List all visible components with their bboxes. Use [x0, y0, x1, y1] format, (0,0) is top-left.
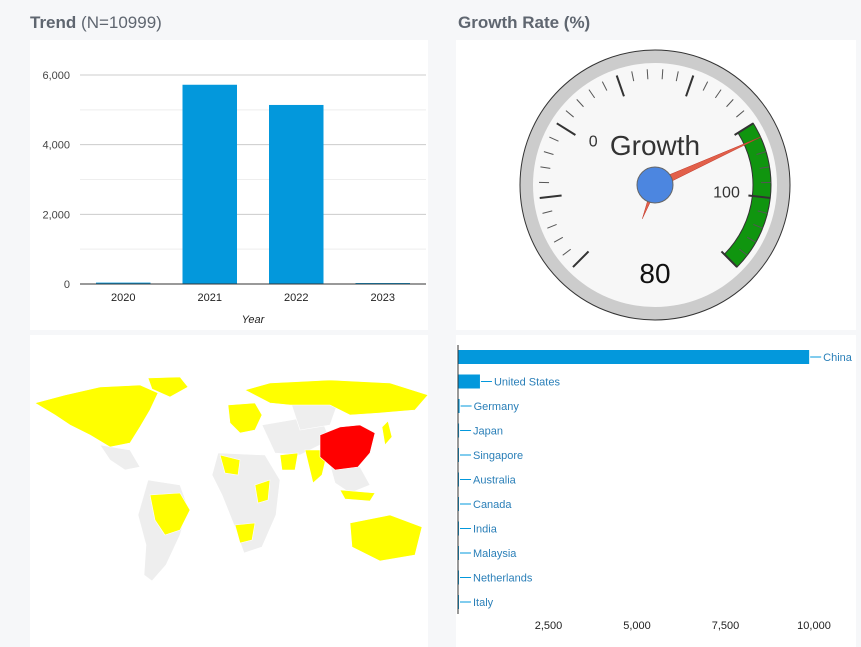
map-arabia [279, 452, 299, 471]
country-label: Malaysia [473, 548, 517, 560]
trend-xtick-label: 2020 [111, 292, 135, 304]
trend-bar[interactable] [182, 84, 237, 285]
gauge-minor-tick [756, 151, 767, 155]
gauge-minor-tick [714, 89, 722, 99]
gauge-minor-tick [753, 223, 763, 229]
country-label: United States [494, 377, 561, 389]
world-map[interactable] [30, 375, 430, 590]
gauge-minor-tick [565, 110, 574, 118]
country-label: Singapore [473, 450, 523, 462]
trend-title-text: Trend [30, 13, 77, 32]
trend-bar-chart: 0 2,000 4,000 6,000 2020 2021 2022 2023 Year [42, 70, 426, 326]
gauge-minor-tick [646, 69, 649, 80]
map-greenland [147, 376, 189, 398]
gauge-minor-tick [588, 89, 596, 99]
gauge-major-tick [615, 75, 625, 97]
map-australia [349, 514, 423, 562]
map-north-america [34, 384, 159, 448]
gauge-minor-tick [562, 248, 571, 256]
trend-xtick-label: 2021 [198, 292, 222, 304]
trend-bar[interactable] [269, 104, 324, 284]
gauge-major-tick [556, 122, 576, 136]
gauge-minor-tick [549, 136, 559, 142]
country-label: Germany [474, 401, 520, 413]
map-europe [227, 402, 263, 434]
trend-ytick-label: 0 [64, 279, 70, 291]
country-xtick-label: 7,500 [712, 620, 740, 632]
country-card [456, 335, 856, 647]
country-bar[interactable] [458, 399, 460, 413]
country-xtick-label: 10,000 [797, 620, 831, 632]
country-label: Japan [473, 426, 503, 438]
country-label: China [823, 352, 853, 364]
gauge-minor-tick [726, 99, 734, 108]
gauge-minor-tick [757, 210, 768, 214]
country-bar[interactable] [458, 374, 480, 389]
trend-title: Trend (N=10999) [30, 13, 162, 33]
gauge-max-label: 100 [713, 185, 740, 202]
gauge-minor-tick [739, 248, 748, 256]
country-bar[interactable] [458, 423, 460, 438]
gauge-minor-tick [601, 81, 608, 91]
gauge-hub [636, 166, 674, 204]
trend-xtick-label: 2022 [284, 292, 308, 304]
growth-title: Growth Rate (%) [458, 13, 591, 32]
map-east-africa [254, 479, 271, 504]
country-label: Italy [473, 597, 494, 609]
map-japan [381, 420, 393, 446]
trend-ytick-label: 2,000 [42, 209, 70, 221]
map-mexico-rest [99, 444, 141, 471]
country-xtick-label: 5,000 [623, 620, 651, 632]
gauge-minor-tick [540, 166, 551, 169]
gauge-major-tick [748, 194, 771, 199]
gauge-major-tick [720, 250, 738, 268]
map-africa-rest [211, 452, 281, 554]
country-bar[interactable] [458, 350, 810, 364]
gauge-major-tick [685, 75, 695, 97]
map-malaysia-indonesia [339, 489, 376, 502]
gauge-major-tick [539, 194, 562, 199]
gauge-min-label: 0 [589, 133, 598, 150]
map-russia-nordics [244, 379, 429, 416]
country-label: Canada [473, 499, 512, 511]
gauge-minor-tick [746, 236, 757, 243]
map-south-africa [234, 522, 256, 544]
gauge-minor-tick [675, 71, 679, 82]
trend-count-label: (N=10999) [81, 13, 162, 32]
gauge-minor-tick [553, 236, 564, 243]
gauge-minor-tick [631, 71, 635, 82]
gauge-major-tick [734, 122, 754, 136]
gauge-value-label: 80 [639, 258, 670, 289]
country-label: Netherlands [473, 573, 533, 585]
gauge-minor-tick [759, 166, 770, 169]
trend-ytick-label: 6,000 [42, 70, 70, 82]
gauge-major-tick [572, 250, 590, 268]
gauge-minor-tick [702, 81, 709, 91]
trend-xtick-label: 2023 [371, 292, 395, 304]
gauge-minor-tick [543, 151, 554, 155]
trend-ytick-label: 4,000 [42, 140, 70, 152]
gauge-label: Growth [610, 130, 700, 161]
map-china [319, 424, 376, 471]
country-label: India [473, 524, 498, 536]
map-west-africa [219, 454, 241, 476]
map-brazil [149, 492, 191, 536]
gauge-minor-tick [661, 69, 664, 80]
gauge-minor-tick [576, 99, 584, 108]
country-label: Australia [473, 475, 517, 487]
map-high-countries [319, 424, 376, 471]
trend-bar[interactable] [96, 282, 151, 284]
growth-gauge: 0 100 Growth 80 [519, 49, 791, 321]
country-xtick-label: 2,500 [535, 620, 563, 632]
gauge-minor-tick [736, 110, 745, 118]
trend-xlabel: Year [242, 314, 266, 326]
gauge-minor-tick [542, 210, 553, 214]
gauge-minor-tick [547, 223, 557, 229]
